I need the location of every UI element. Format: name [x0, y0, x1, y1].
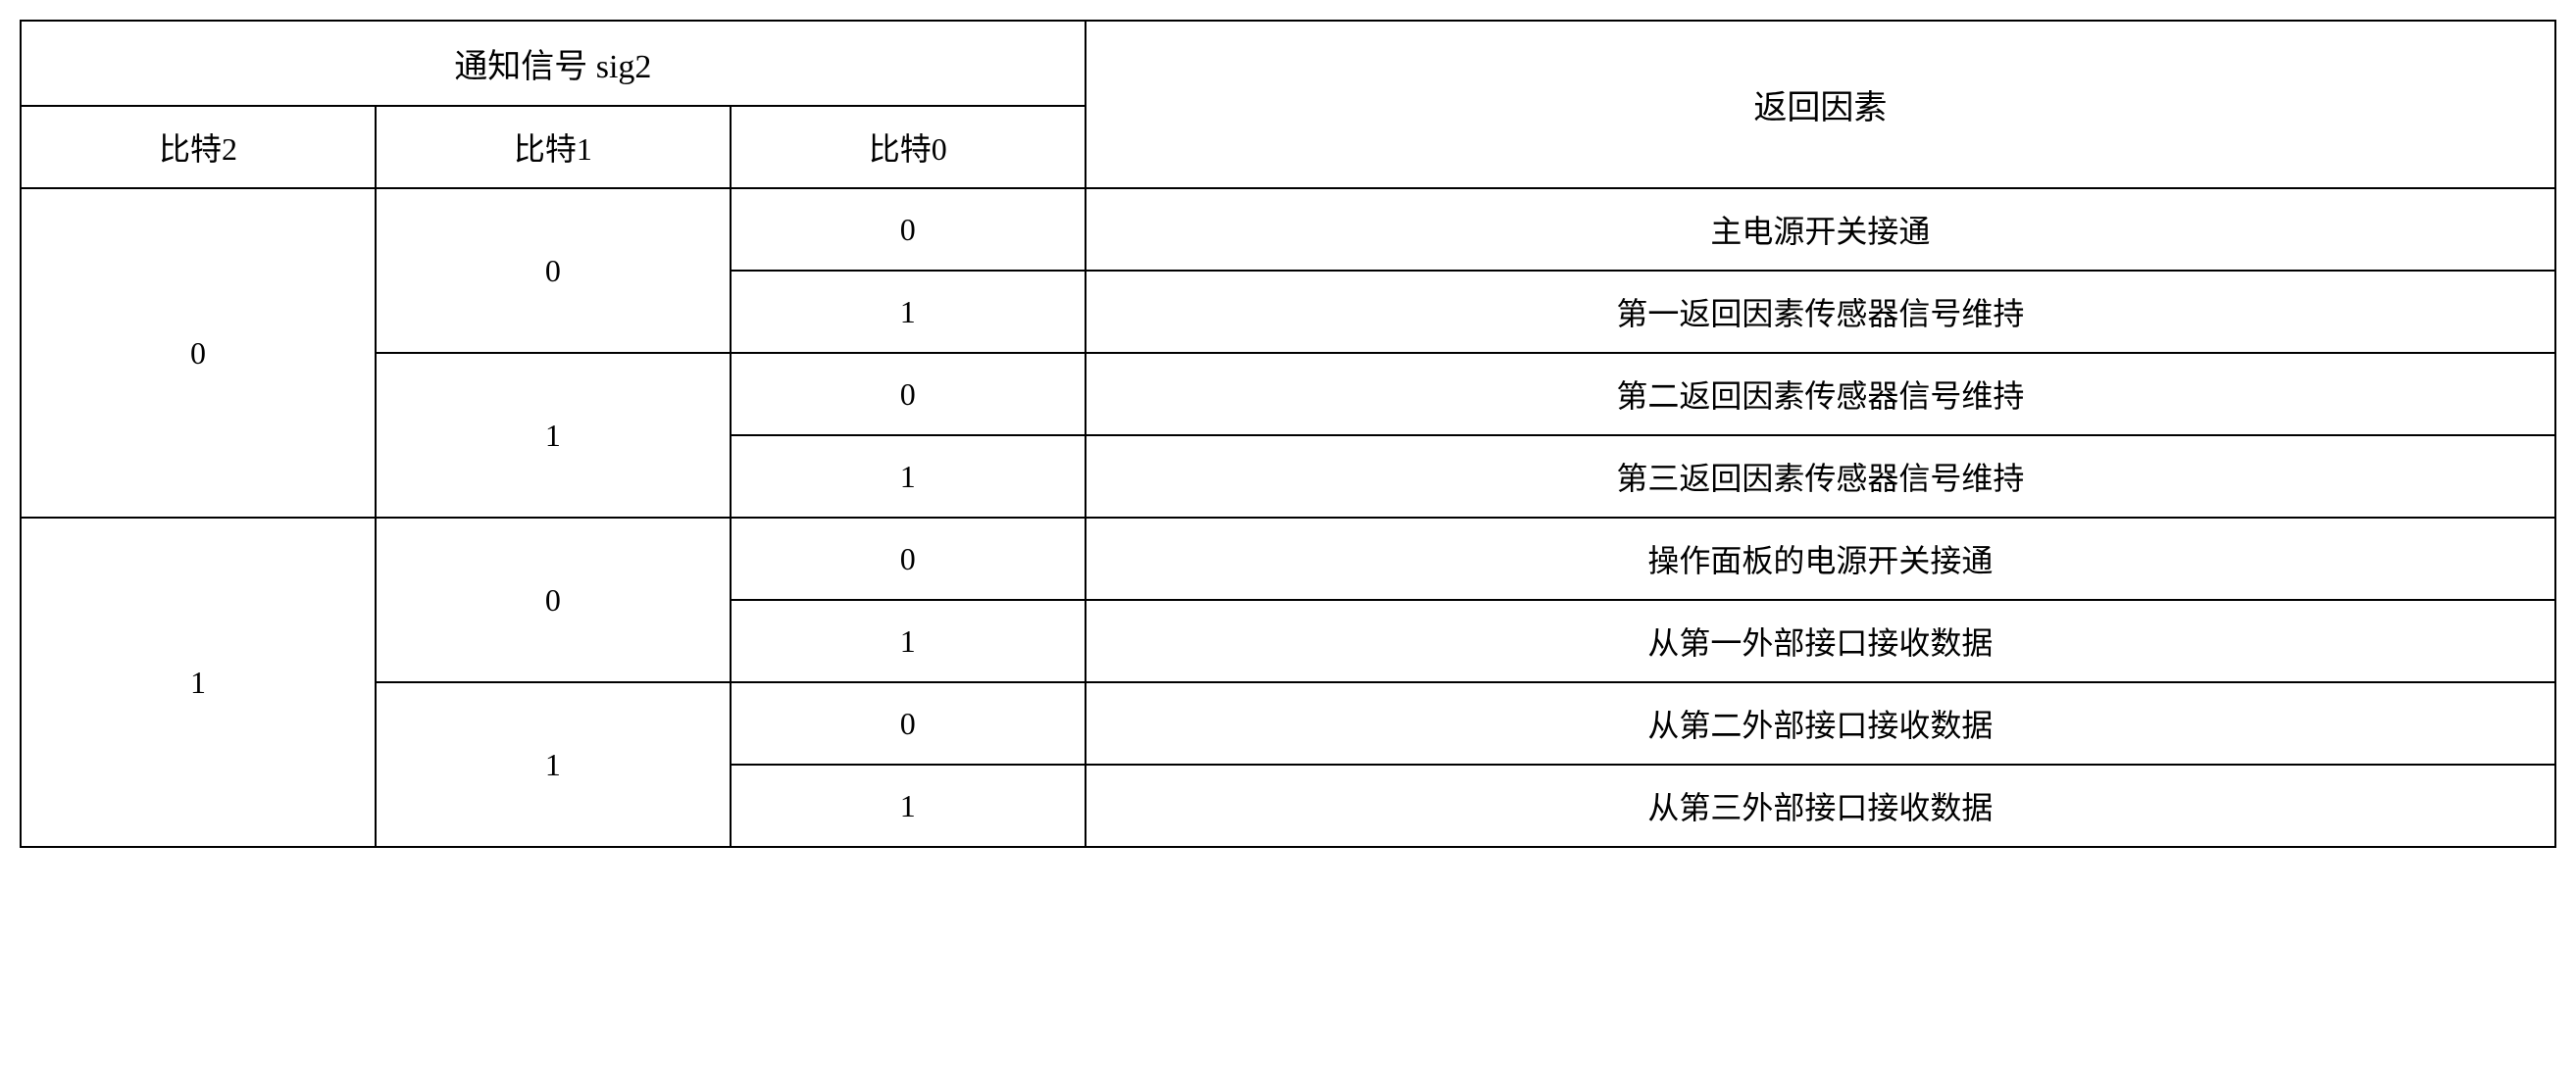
cell-bit0: 0	[731, 682, 1086, 765]
cell-factor: 从第二外部接口接收数据	[1086, 682, 2555, 765]
cell-bit0: 1	[731, 765, 1086, 847]
cell-factor: 从第三外部接口接收数据	[1086, 765, 2555, 847]
cell-factor: 操作面板的电源开关接通	[1086, 518, 2555, 600]
cell-bit0: 0	[731, 188, 1086, 271]
cell-bit1: 1	[376, 353, 731, 518]
cell-bit0: 1	[731, 271, 1086, 353]
header-bit1: 比特1	[376, 106, 731, 188]
header-bit2: 比特2	[21, 106, 376, 188]
signal-table-container: 通知信号 sig2 返回因素 比特2 比特1 比特0 0 0 0 主电源开关接通…	[20, 20, 2556, 848]
table-row: 0 0 0 主电源开关接通	[21, 188, 2555, 271]
cell-factor: 第一返回因素传感器信号维持	[1086, 271, 2555, 353]
cell-bit2: 1	[21, 518, 376, 847]
cell-bit0: 1	[731, 600, 1086, 682]
header-return-factor: 返回因素	[1086, 21, 2555, 188]
header-sig2: 通知信号 sig2	[21, 21, 1086, 106]
table-row: 1 0 0 操作面板的电源开关接通	[21, 518, 2555, 600]
cell-bit2: 0	[21, 188, 376, 518]
table-row: 1 0 第二返回因素传感器信号维持	[21, 353, 2555, 435]
cell-factor: 从第一外部接口接收数据	[1086, 600, 2555, 682]
cell-bit1: 0	[376, 518, 731, 682]
table-row: 1 0 从第二外部接口接收数据	[21, 682, 2555, 765]
signal-table: 通知信号 sig2 返回因素 比特2 比特1 比特0 0 0 0 主电源开关接通…	[20, 20, 2556, 848]
cell-bit1: 1	[376, 682, 731, 847]
cell-factor: 主电源开关接通	[1086, 188, 2555, 271]
cell-bit0: 0	[731, 518, 1086, 600]
cell-factor: 第三返回因素传感器信号维持	[1086, 435, 2555, 518]
table-header: 通知信号 sig2 返回因素 比特2 比特1 比特0	[21, 21, 2555, 188]
cell-bit0: 0	[731, 353, 1086, 435]
cell-factor: 第二返回因素传感器信号维持	[1086, 353, 2555, 435]
header-bit0: 比特0	[731, 106, 1086, 188]
table-body: 0 0 0 主电源开关接通 1 第一返回因素传感器信号维持 1 0 第二返回因素…	[21, 188, 2555, 847]
cell-bit1: 0	[376, 188, 731, 353]
cell-bit0: 1	[731, 435, 1086, 518]
header-row-1: 通知信号 sig2 返回因素	[21, 21, 2555, 106]
